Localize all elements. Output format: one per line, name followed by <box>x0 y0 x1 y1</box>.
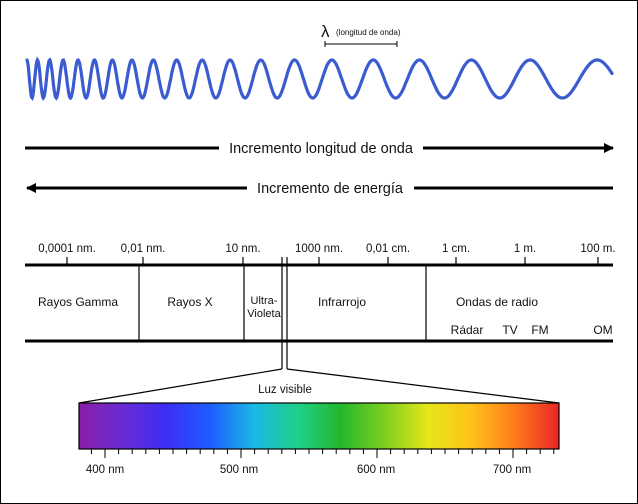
zoom-line-left <box>78 368 283 404</box>
band-radio-label: Ondas de radio <box>456 295 538 309</box>
scale-tick-label: 0,01 cm. <box>366 243 410 255</box>
spectrum-tick-label: 600 nm <box>357 464 395 476</box>
band-tv-label: TV <box>502 323 517 337</box>
energy-arrow-label: Incremento de energía <box>257 181 404 197</box>
wavelength-caption: (longitud de onda) <box>336 28 401 37</box>
spectrum-tick-labels: 400 nm 500 nm 600 nm 700 nm <box>86 464 531 476</box>
spectrum-tick-label: 700 nm <box>493 464 531 476</box>
visible-light-label: Luz visible <box>258 384 312 396</box>
scale-tick-label: 100 m. <box>580 243 615 255</box>
wavelength-arrow-label: Incremento longitud de onda <box>229 141 414 157</box>
band-uv-label-2: Violeta <box>247 308 281 320</box>
spectrum-ticks <box>90 449 555 458</box>
spectrum-tick-label: 400 nm <box>86 464 124 476</box>
scale-tick-label: 1 cm. <box>442 243 470 255</box>
band-xray-label: Rayos X <box>167 295 212 309</box>
scale-tick-labels: 0,0001 nm. 0,01 nm. 10 nm. 1000 nm. 0,01… <box>38 243 615 255</box>
scale-tick-label: 1 m. <box>514 243 536 255</box>
band-gamma-label: Rayos Gamma <box>38 295 118 309</box>
band-om-label: OM <box>593 323 612 337</box>
zoom-line-right <box>286 368 560 404</box>
lambda-symbol: λ <box>321 22 330 41</box>
visible-spectrum-bar <box>78 402 560 450</box>
spectrum-tick-label: 500 nm <box>220 464 258 476</box>
band-fm-label: FM <box>531 323 548 337</box>
scale-tick-label: 0,01 nm. <box>121 243 166 255</box>
wave-curve <box>25 56 614 101</box>
band-labels: Rayos Gamma Rayos X Ultra- Violeta Infra… <box>38 295 613 337</box>
band-dividers <box>138 265 427 341</box>
scale-tick-label: 10 nm. <box>225 243 260 255</box>
band-radar-label: Rádar <box>451 323 484 337</box>
scale-tick-label: 0,0001 nm. <box>38 243 96 255</box>
band-infrared-label: Infrarrojo <box>318 295 366 309</box>
scale-tick-label: 1000 nm. <box>295 243 343 255</box>
band-uv-label-1: Ultra- <box>251 295 278 307</box>
